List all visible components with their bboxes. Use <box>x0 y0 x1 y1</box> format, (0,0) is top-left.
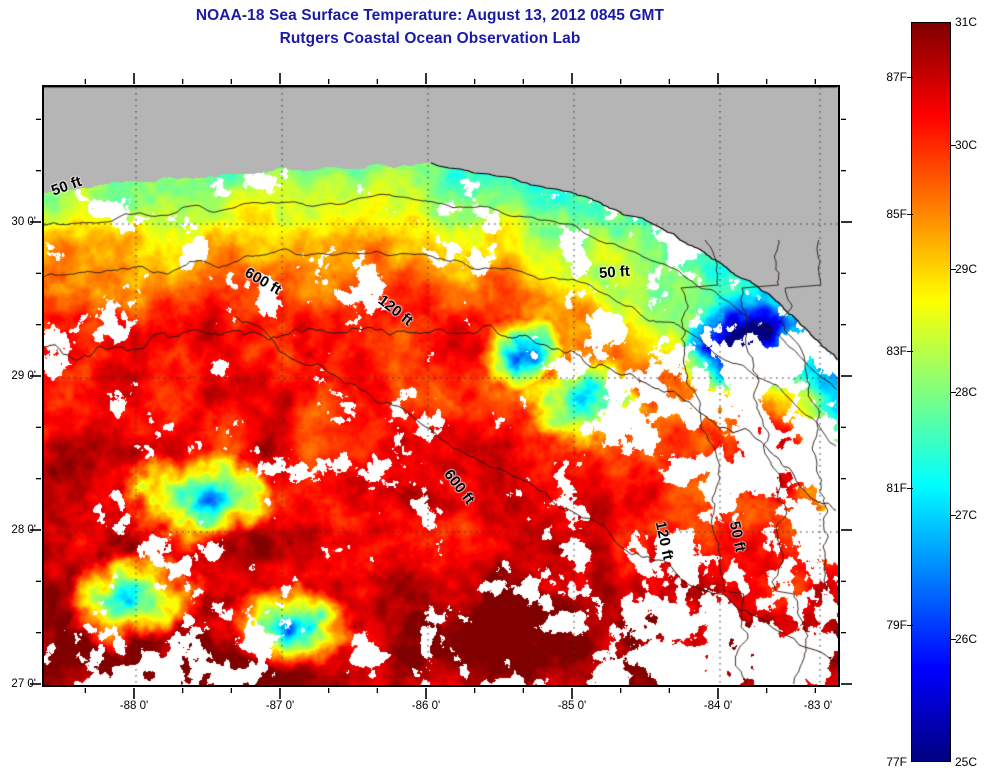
colorbar-fahrenheit-label: 81F <box>886 480 907 495</box>
colorbar-tick <box>950 145 956 147</box>
colorbar-tick <box>907 350 913 352</box>
colorbar[interactable] <box>911 22 951 762</box>
x-axis-tick-label: -86 0' <box>411 700 441 712</box>
colorbar-celsius-label: 31C <box>955 15 978 29</box>
colorbar-tick <box>907 213 913 215</box>
colorbar-fahrenheit-label: 79F <box>886 617 907 632</box>
y-axis-tick-label: 27 0' <box>11 678 36 690</box>
sst-raster <box>44 87 838 685</box>
title-line-1: NOAA-18 Sea Surface Temperature: August … <box>195 7 665 24</box>
colorbar-tick <box>950 638 956 640</box>
x-axis-tick-label: -87 0' <box>265 700 295 712</box>
colorbar-fahrenheit-label: 85F <box>886 206 907 221</box>
x-axis-tick-label: -88 0' <box>119 700 149 712</box>
colorbar-celsius-label: 25C <box>955 755 978 769</box>
colorbar-tick <box>950 392 956 393</box>
y-axis-tick-label: 30 0' <box>11 216 36 228</box>
map-plot-area[interactable] <box>42 85 840 687</box>
figure-title: NOAA-18 Sea Surface Temperature: August … <box>0 4 860 50</box>
colorbar-celsius-label: 26C <box>955 631 978 646</box>
colorbar-fahrenheit-label: 77F <box>886 755 907 769</box>
y-axis-tick-label: 28 0' <box>11 524 36 536</box>
colorbar-celsius-label: 27C <box>955 508 978 523</box>
colorbar-celsius-label: 30C <box>955 138 978 153</box>
colorbar-fahrenheit-label: 83F <box>886 343 907 358</box>
colorbar-tick <box>907 487 913 489</box>
x-axis-tick-label: -83 0' <box>803 700 833 712</box>
contour-depth-label: 50 ft <box>598 262 631 282</box>
colorbar-tick <box>907 76 913 78</box>
colorbar-celsius-label: 29C <box>955 261 978 276</box>
colorbar-tick <box>950 268 956 270</box>
colorbar-tick <box>907 624 913 626</box>
x-axis-tick-label: -84 0' <box>703 700 733 712</box>
y-axis-tick-label: 29 0' <box>11 370 36 382</box>
colorbar-fahrenheit-label: 87F <box>886 69 907 84</box>
title-line-2: Rutgers Coastal Ocean Observation Lab <box>279 30 581 47</box>
colorbar-tick <box>950 515 956 517</box>
colorbar-celsius-label: 28C <box>955 385 978 399</box>
x-axis-tick-label: -85 0' <box>557 700 587 712</box>
colorbar-gradient <box>912 23 950 761</box>
